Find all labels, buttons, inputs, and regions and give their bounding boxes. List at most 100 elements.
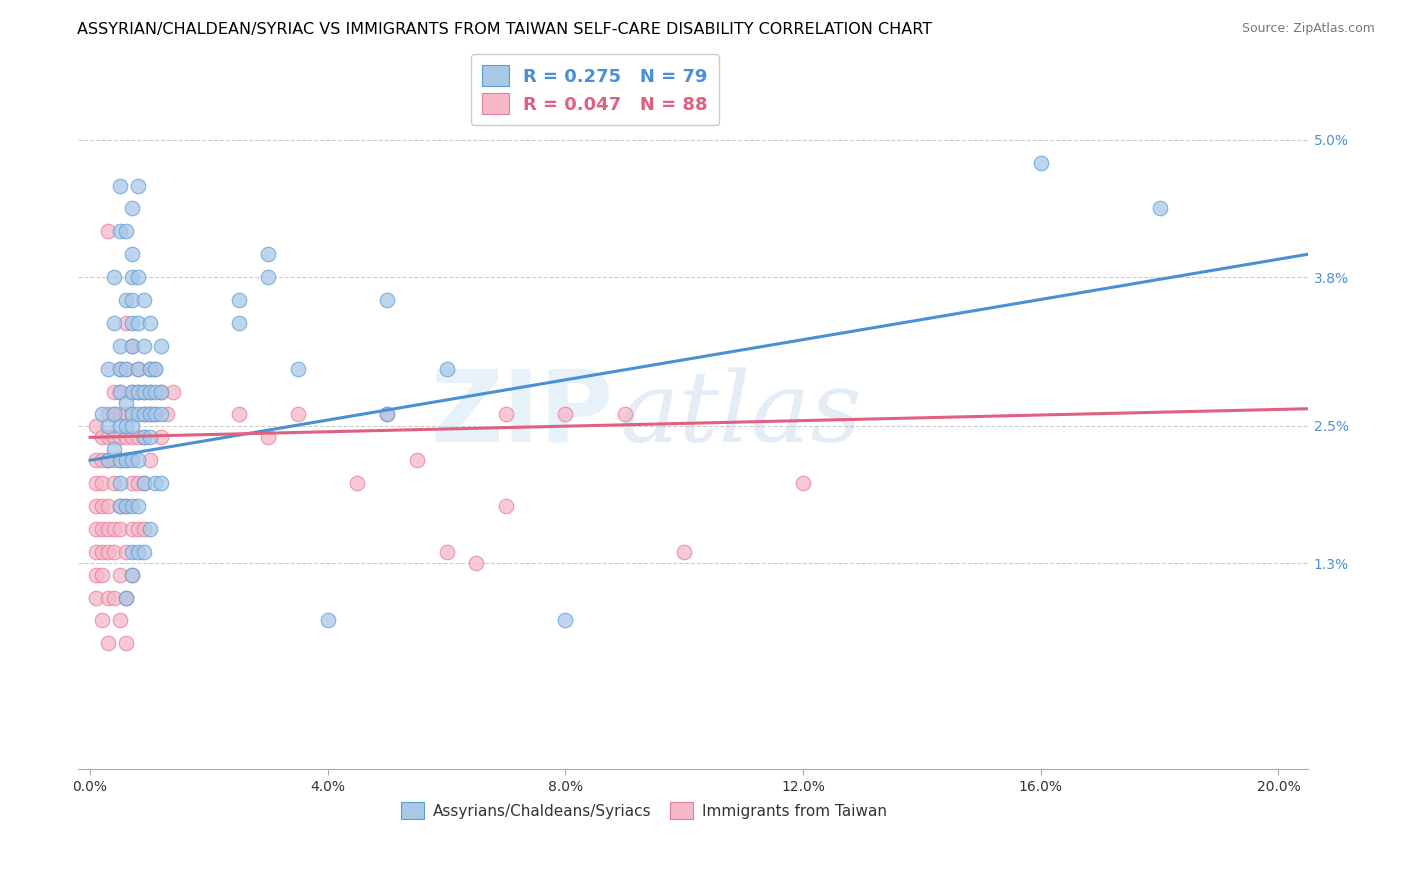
Point: [121, 247, 143, 261]
Point: [103, 430, 125, 444]
Point: [138, 384, 160, 399]
Point: [150, 476, 173, 491]
Point: [108, 453, 131, 467]
Point: [132, 522, 155, 536]
Point: [103, 384, 125, 399]
Point: [91, 430, 114, 444]
Point: [127, 178, 149, 193]
Point: [375, 293, 398, 307]
Point: [127, 499, 149, 513]
Point: [138, 522, 160, 536]
Point: [114, 499, 136, 513]
Point: [103, 522, 125, 536]
Point: [114, 316, 136, 330]
Point: [84, 453, 107, 467]
Point: [145, 408, 167, 422]
Point: [228, 293, 250, 307]
Point: [91, 567, 114, 582]
Point: [97, 636, 120, 650]
Point: [84, 499, 107, 513]
Point: [495, 408, 517, 422]
Point: [132, 430, 155, 444]
Point: [121, 270, 143, 285]
Point: [121, 408, 143, 422]
Point: [84, 591, 107, 605]
Point: [1149, 202, 1171, 216]
Point: [132, 430, 155, 444]
Point: [613, 408, 636, 422]
Point: [97, 453, 120, 467]
Point: [121, 567, 143, 582]
Point: [127, 430, 149, 444]
Point: [150, 408, 173, 422]
Point: [287, 361, 309, 376]
Point: [127, 476, 149, 491]
Point: [114, 636, 136, 650]
Text: ZIP: ZIP: [430, 366, 613, 463]
Point: [145, 361, 167, 376]
Point: [103, 591, 125, 605]
Point: [108, 384, 131, 399]
Point: [436, 361, 458, 376]
Point: [132, 476, 155, 491]
Point: [108, 567, 131, 582]
Point: [127, 384, 149, 399]
Point: [97, 591, 120, 605]
Point: [97, 453, 120, 467]
Point: [108, 408, 131, 422]
Point: [114, 453, 136, 467]
Point: [97, 430, 120, 444]
Point: [495, 499, 517, 513]
Point: [228, 316, 250, 330]
Point: [121, 545, 143, 559]
Point: [84, 545, 107, 559]
Point: [257, 247, 280, 261]
Point: [114, 453, 136, 467]
Point: [114, 361, 136, 376]
Point: [121, 522, 143, 536]
Point: [108, 384, 131, 399]
Point: [132, 384, 155, 399]
Point: [150, 384, 173, 399]
Point: [121, 430, 143, 444]
Point: [127, 545, 149, 559]
Point: [108, 499, 131, 513]
Point: [108, 361, 131, 376]
Point: [114, 361, 136, 376]
Point: [132, 545, 155, 559]
Point: [108, 361, 131, 376]
Point: [138, 361, 160, 376]
Point: [97, 499, 120, 513]
Point: [121, 339, 143, 353]
Point: [156, 408, 179, 422]
Point: [91, 499, 114, 513]
Point: [108, 418, 131, 433]
Point: [792, 476, 814, 491]
Point: [127, 270, 149, 285]
Point: [127, 316, 149, 330]
Point: [91, 476, 114, 491]
Point: [150, 384, 173, 399]
Point: [121, 499, 143, 513]
Point: [108, 614, 131, 628]
Point: [316, 614, 339, 628]
Point: [346, 476, 368, 491]
Point: [103, 408, 125, 422]
Point: [121, 316, 143, 330]
Point: [127, 522, 149, 536]
Point: [91, 545, 114, 559]
Point: [114, 418, 136, 433]
Point: [103, 442, 125, 456]
Point: [132, 339, 155, 353]
Point: [257, 430, 280, 444]
Point: [121, 293, 143, 307]
Point: [103, 453, 125, 467]
Point: [97, 418, 120, 433]
Point: [103, 545, 125, 559]
Point: [127, 453, 149, 467]
Point: [114, 430, 136, 444]
Point: [121, 339, 143, 353]
Point: [114, 396, 136, 410]
Point: [108, 476, 131, 491]
Point: [287, 408, 309, 422]
